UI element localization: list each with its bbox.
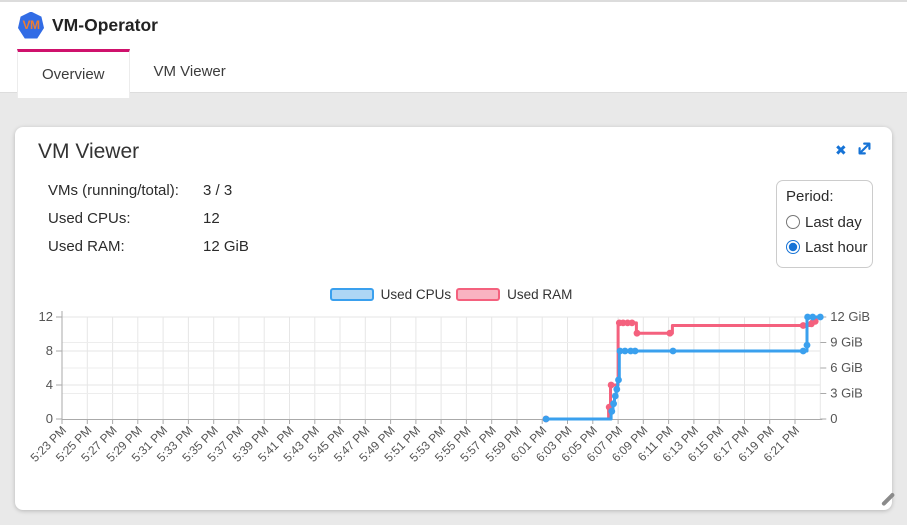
usage-line-chart: 5:23 PM5:25 PM5:27 PM5:29 PM5:31 PM5:33 … xyxy=(28,309,870,465)
stat-value: 3 / 3 xyxy=(203,182,233,199)
svg-text:0: 0 xyxy=(830,411,837,426)
tab-bar: Overview VM Viewer xyxy=(0,48,907,98)
stat-value: 12 xyxy=(203,210,220,227)
legend-label-used-ram: Used RAM xyxy=(507,287,573,302)
legend-label-used-cpus: Used CPUs xyxy=(380,287,452,302)
svg-text:9 GiB: 9 GiB xyxy=(830,335,863,350)
top-border-strip xyxy=(0,0,907,2)
stat-value: 12 GiB xyxy=(203,238,249,255)
svg-text:6 GiB: 6 GiB xyxy=(830,360,863,375)
stat-row-vms: VMs (running/total): 3 / 3 xyxy=(48,183,249,199)
close-icon[interactable]: ✖ xyxy=(835,142,847,158)
stat-row-cpus: Used CPUs: 12 xyxy=(48,211,249,227)
legend-swatch-used-cpus xyxy=(329,288,374,301)
resize-grip-icon[interactable] xyxy=(875,491,895,507)
vm-operator-logo-icon: VM xyxy=(18,11,44,39)
radio-last-day-input[interactable] xyxy=(786,215,800,229)
period-label: Period: xyxy=(786,188,834,205)
stat-row-ram: Used RAM: 12 GiB xyxy=(48,239,249,255)
radio-last-hour[interactable]: Last hour xyxy=(786,236,872,258)
stat-label: VMs (running/total): xyxy=(48,182,179,199)
logo-text: VM xyxy=(22,18,41,32)
stat-label: Used RAM: xyxy=(48,238,125,255)
period-selector: Period: Last day Last hour xyxy=(776,180,873,268)
svg-text:4: 4 xyxy=(46,377,53,392)
card-title: VM Viewer xyxy=(38,140,140,163)
radio-last-day[interactable]: Last day xyxy=(786,211,872,233)
svg-text:12: 12 xyxy=(39,309,53,324)
tab-vm-viewer[interactable]: VM Viewer xyxy=(153,63,226,80)
app-header: VM VM-Operator xyxy=(0,2,907,48)
page-content: VM Viewer ✖ VMs (running/total): 3 / 3 U… xyxy=(0,93,907,525)
legend-swatch-used-ram xyxy=(456,288,501,301)
app-title: VM-Operator xyxy=(52,14,158,35)
svg-text:12 GiB: 12 GiB xyxy=(830,309,870,324)
stat-label: Used CPUs: xyxy=(48,210,131,227)
tab-overview[interactable]: Overview xyxy=(17,49,130,98)
svg-text:0: 0 xyxy=(46,411,53,426)
svg-text:8: 8 xyxy=(46,343,53,358)
vm-viewer-card: VM Viewer ✖ VMs (running/total): 3 / 3 U… xyxy=(15,127,895,510)
radio-last-hour-label: Last hour xyxy=(805,238,868,256)
radio-last-hour-input[interactable] xyxy=(786,240,800,254)
expand-icon[interactable] xyxy=(856,140,873,162)
chart-legend: Used CPUs Used RAM xyxy=(15,287,892,302)
radio-last-day-label: Last day xyxy=(805,213,862,231)
svg-text:3 GiB: 3 GiB xyxy=(830,386,863,401)
vm-stats: VMs (running/total): 3 / 3 Used CPUs: 12… xyxy=(48,183,249,267)
